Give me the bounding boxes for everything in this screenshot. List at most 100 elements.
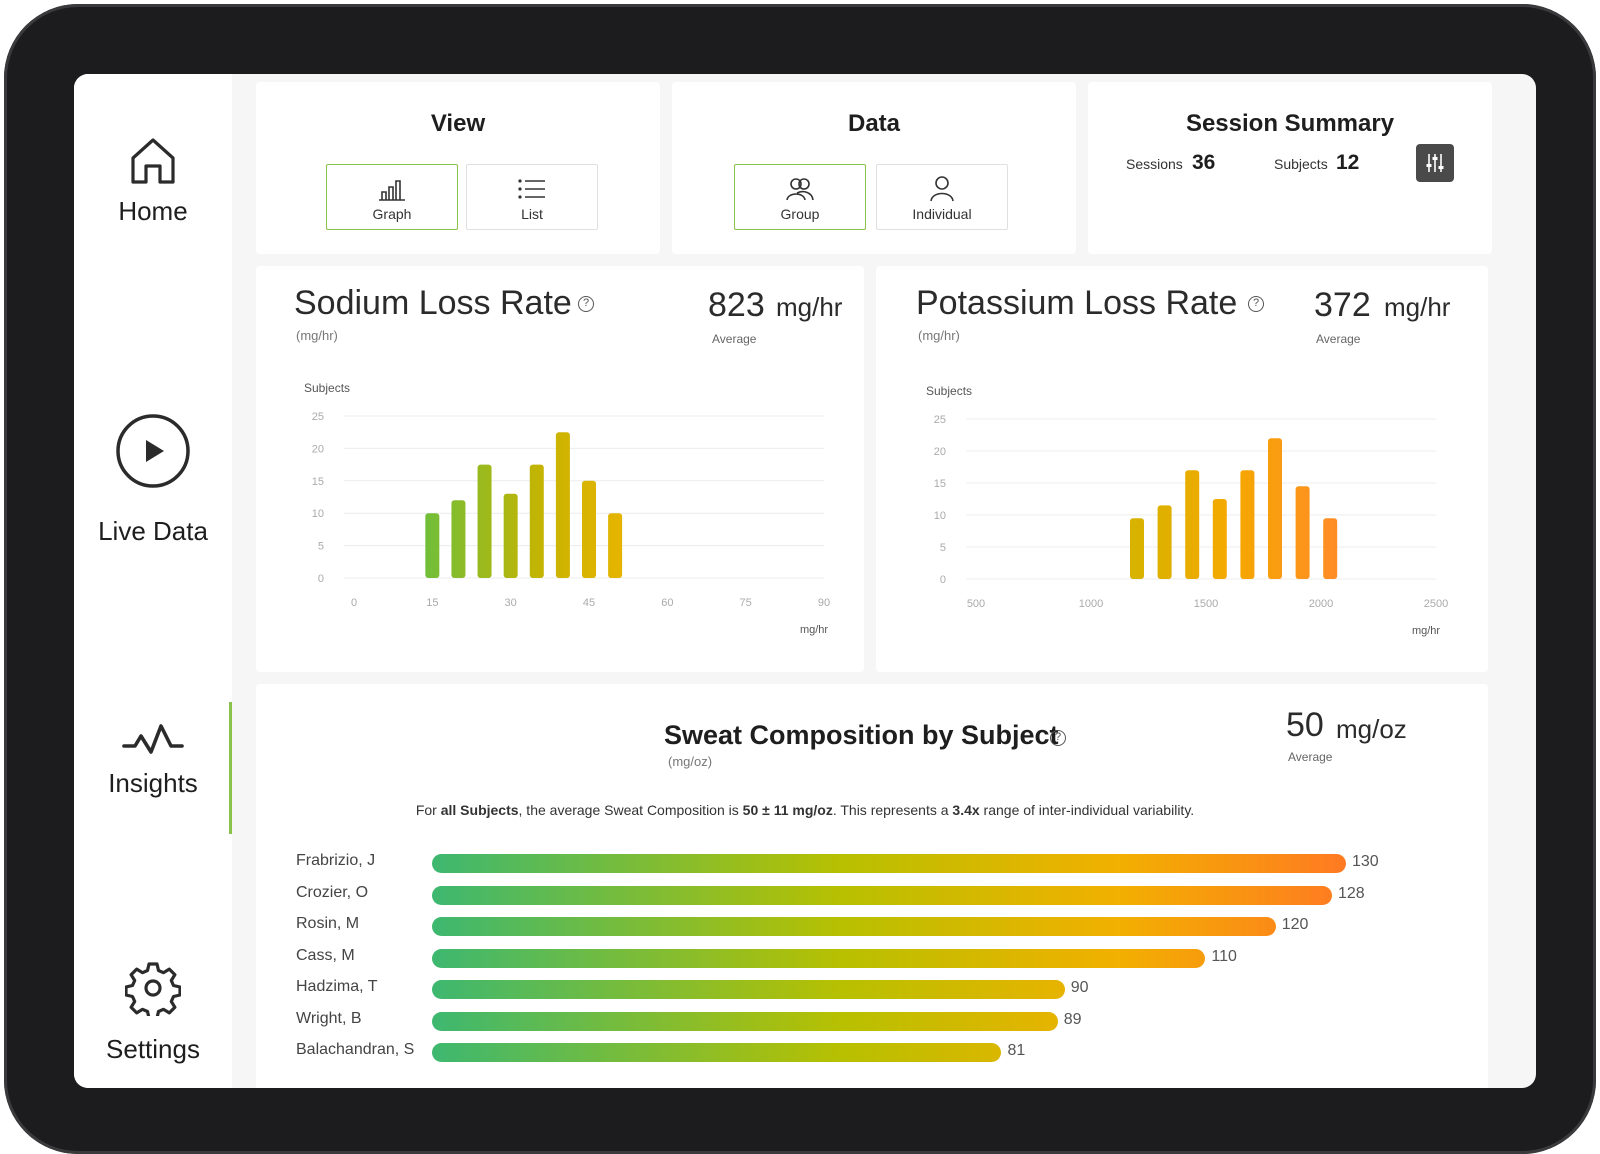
potassium-title: Potassium Loss Rate (916, 284, 1238, 322)
potassium-x-tick-label: 1000 (1079, 598, 1103, 610)
potassium-bar (1185, 470, 1200, 579)
graph-button-label: Graph (372, 206, 412, 222)
sweat-subject-value: 89 (1063, 1010, 1082, 1028)
sodium-bar (477, 464, 492, 578)
nav-insights[interactable]: Insights (74, 722, 232, 799)
nav-settings[interactable]: Settings (74, 960, 232, 1065)
sweat-subject-name: Cass, M (296, 946, 355, 964)
potassium-bar (1212, 499, 1227, 579)
potassium-y-tick-label: 25 (934, 414, 946, 426)
sodium-help-icon[interactable]: ? (578, 296, 594, 312)
sodium-x-tick-label: 45 (583, 597, 595, 609)
potassium-y-tick-label: 5 (940, 542, 946, 554)
sweat-help-icon[interactable]: ? (1050, 730, 1066, 746)
sliders-icon (1426, 154, 1444, 172)
nav-live-data[interactable]: Live Data (74, 412, 232, 547)
individual-button[interactable]: Individual (876, 164, 1008, 230)
sweat-subject-bar[interactable] (432, 948, 1206, 968)
sweat-subject-name: Hadzima, T (296, 978, 378, 995)
sweat-subject-bar[interactable] (432, 885, 1332, 905)
potassium-y-axis-label: Subjects (926, 384, 972, 398)
sodium-bar (608, 513, 623, 578)
sodium-x-tick-label: 75 (740, 597, 752, 609)
potassium-unit: (mg/hr) (918, 328, 960, 343)
session-summary-card: Session Summary Sessions 36 Subjects 12 (1088, 82, 1492, 254)
sweat-average-value: 50 (1286, 706, 1324, 744)
sweat-subject-bar[interactable] (432, 1011, 1058, 1031)
group-button-label: Group (780, 206, 820, 222)
sweat-subject-bar[interactable] (432, 917, 1276, 936)
sodium-y-tick-label: 0 (318, 573, 324, 585)
sodium-y-axis-label: Subjects (304, 381, 350, 395)
sodium-histogram: Subjects 0 5 10 15 20 25 0 15 30 45 60 75 90 mg/hr (304, 381, 830, 636)
sodium-card: Sodium Loss Rate ? (mg/hr) 823 mg/hr Ave… (256, 266, 864, 672)
potassium-bar (1130, 518, 1144, 579)
potassium-y-tick-label: 20 (934, 446, 946, 458)
graph-button[interactable]: Graph (326, 164, 458, 230)
sodium-average-label: Average (712, 332, 757, 346)
potassium-help-icon[interactable]: ? (1248, 296, 1264, 312)
potassium-card: Potassium Loss Rate ? (mg/hr) 372 mg/hr … (876, 266, 1488, 672)
sodium-x-tick-label: 15 (426, 597, 438, 609)
potassium-bar (1323, 518, 1338, 579)
sodium-x-tick-label: 30 (505, 597, 517, 609)
sodium-x-tick-label: 0 (351, 597, 357, 609)
group-button[interactable]: Group (734, 164, 866, 230)
sweat-desc-text-4: range of inter-individual variability. (979, 802, 1195, 818)
nav-insights-label: Insights (108, 768, 198, 798)
play-icon (116, 414, 190, 488)
person-icon (930, 176, 954, 202)
potassium-average-unit: mg/hr (1384, 292, 1451, 322)
sodium-bar (582, 480, 596, 578)
list-button[interactable]: List (466, 164, 598, 230)
group-icon (786, 178, 814, 201)
individual-button-label: Individual (912, 206, 972, 222)
sweat-subject-bar[interactable] (432, 980, 1065, 999)
sweat-subject-name: Wright, B (296, 1009, 362, 1027)
sodium-unit: (mg/hr) (296, 328, 338, 343)
sodium-y-tick-label: 10 (312, 508, 324, 520)
sweat-desc-text-1: For (415, 802, 441, 818)
pulse-icon (122, 724, 184, 754)
sodium-bar (555, 432, 570, 578)
sweat-subject-bar[interactable] (432, 1043, 1002, 1062)
sweat-subject-value: 110 (1211, 947, 1237, 965)
list-button-label: List (521, 206, 543, 222)
sweat-subject-name: Rosin, M (296, 915, 360, 932)
potassium-bar (1157, 505, 1172, 579)
sessions-label: Sessions (1126, 156, 1183, 172)
sodium-bar (425, 513, 440, 578)
data-card: Data Group Individual (672, 82, 1076, 254)
potassium-x-tick-label: 2500 (1424, 598, 1448, 610)
sweat-subject-bar[interactable] (432, 854, 1346, 873)
sweat-desc-scope: all Subjects (440, 802, 519, 818)
sweat-unit: (mg/oz) (668, 754, 713, 769)
filter-settings-button[interactable] (1416, 144, 1454, 182)
potassium-y-tick-label: 15 (934, 478, 946, 490)
sweat-title: Sweat Composition by Subject (664, 720, 1059, 750)
nav-settings-label: Settings (106, 1034, 200, 1064)
sweat-desc-range: 3.4x (952, 802, 980, 818)
potassium-x-tick-label: 500 (967, 598, 985, 610)
sweat-subject-name: Balachandran, S (296, 1041, 415, 1058)
nav-home[interactable]: Home (74, 134, 232, 227)
sodium-y-tick-label: 15 (312, 476, 324, 488)
sessions-value: 36 (1192, 151, 1216, 174)
potassium-y-tick-label: 10 (934, 510, 946, 522)
sweat-subject-value: 130 (1352, 853, 1379, 870)
potassium-x-tick-label: 1500 (1194, 598, 1218, 610)
sodium-y-tick-label: 25 (312, 411, 324, 423)
sweat-description: For all Subjects, the average Sweat Comp… (74, 802, 1536, 818)
sweat-average-unit: mg/oz (1336, 714, 1407, 744)
sodium-x-tick-label: 90 (818, 597, 830, 609)
nav-home-label: Home (118, 196, 188, 226)
sodium-title: Sodium Loss Rate (294, 284, 572, 322)
potassium-histogram: Subjects 0 5 10 15 20 25 500 1000 1500 2000 2500 mg/… (926, 384, 1448, 637)
app-screen: Home Live Data Insights (74, 74, 1536, 1088)
nav-live-data-label: Live Data (98, 516, 208, 546)
subjects-value: 12 (1336, 151, 1360, 174)
list-icon (518, 179, 545, 199)
subjects-label: Subjects (1274, 156, 1328, 172)
tablet-frame: Home Live Data Insights (4, 4, 1596, 1154)
sweat-subject-value: 81 (1007, 1042, 1026, 1059)
